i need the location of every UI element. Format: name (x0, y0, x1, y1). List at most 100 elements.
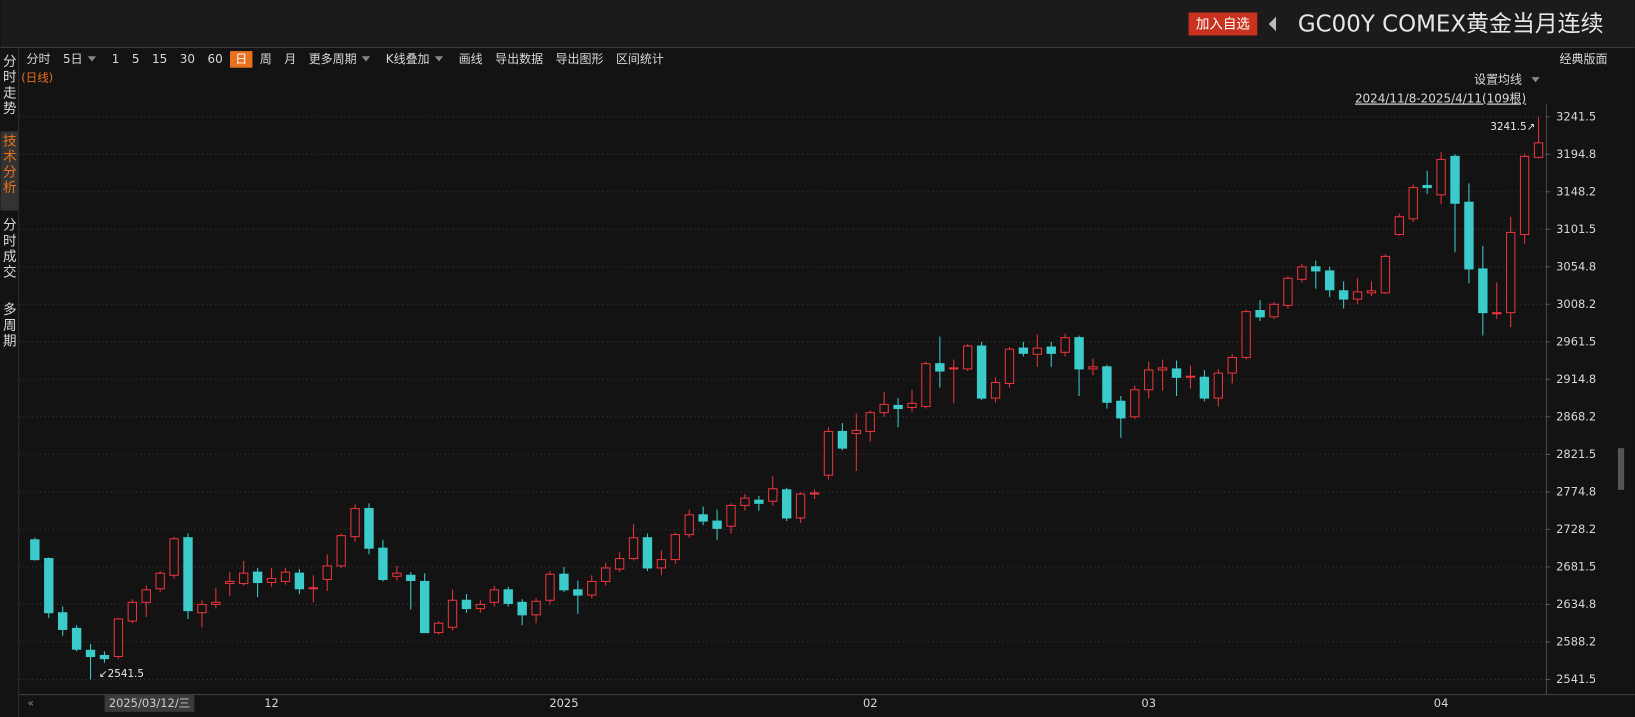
scroll-left[interactable]: « (28, 697, 34, 709)
toolbar-item[interactable]: 更多周期 (309, 52, 357, 66)
candle-body (851, 429, 861, 435)
ma-dropdown[interactable] (1531, 77, 1540, 83)
candle-body (58, 612, 68, 630)
candle-body (782, 489, 792, 519)
candle-body (1088, 366, 1098, 370)
range-info: 2024/11/8-2025/4/11(109根) (1355, 92, 1526, 106)
candle-body (252, 571, 263, 584)
candle-body (1171, 368, 1182, 378)
candle-body (893, 404, 903, 410)
extreme-label: 3241.5↗ (1490, 121, 1535, 133)
y-tick-label: 2868.2 (1556, 409, 1596, 423)
y-tick-label: 3008.2 (1556, 297, 1596, 311)
candle-body (1422, 184, 1432, 189)
toolbar-item[interactable]: 导出图形 (556, 52, 604, 66)
candle-body (183, 537, 193, 612)
x-tick-label: 2025 (549, 696, 578, 710)
candle-body (336, 535, 346, 567)
side-tab[interactable]: 分时走势 (0, 54, 17, 117)
watchlist-label[interactable]: 加入自选 (1196, 16, 1251, 32)
candle-body (837, 430, 848, 449)
toolbar-item[interactable]: 月 (284, 52, 296, 66)
candle-body (1450, 155, 1460, 204)
candle-body (294, 572, 305, 590)
toolbar-item[interactable]: 区间统计 (616, 52, 664, 66)
candle-body (85, 649, 96, 658)
toolbar-item[interactable]: K线叠加 (386, 52, 430, 66)
toolbar-item[interactable]: 15 (152, 52, 167, 66)
toolbar-active[interactable] (230, 51, 253, 68)
candle-body (573, 589, 583, 596)
candle-body (392, 572, 402, 577)
toolbar-dropdown[interactable] (87, 56, 97, 62)
candle-body (754, 499, 764, 504)
candle-body (1157, 367, 1168, 371)
side-tab[interactable]: 分时成交 (0, 218, 17, 281)
candle-body (628, 537, 639, 560)
layout-button[interactable]: 经典版面 (1560, 52, 1608, 66)
candle-body (1408, 187, 1418, 220)
back-arrow[interactable] (1268, 16, 1277, 32)
side-tab-active[interactable] (0, 131, 19, 211)
candle-body (308, 587, 318, 590)
toolbar-item[interactable]: 5日 (63, 52, 83, 66)
candle-body (489, 589, 499, 603)
candle-body (768, 488, 778, 502)
toolbar-item[interactable]: 画线 (459, 52, 483, 66)
candle-body (141, 589, 151, 603)
candle-body (1116, 400, 1126, 419)
candle-body (461, 599, 472, 610)
candle-body (475, 603, 486, 610)
candle-body (1492, 312, 1502, 315)
toolbar: 分时 5日 1 5 15 30 60 日周月更多周期 K线叠加 画线 导出数据 导出图形 区间统计 (27, 51, 664, 68)
scroll-handle[interactable] (1617, 448, 1625, 490)
toolbar-item[interactable]: 日 (235, 52, 247, 66)
toolbar-item[interactable]: 30 (180, 52, 195, 66)
candle-body (420, 580, 430, 634)
candle-body (1269, 303, 1279, 318)
toolbar-item[interactable]: 导出数据 (495, 51, 543, 66)
candle-body (963, 345, 973, 370)
candle-body (670, 534, 680, 561)
side-tab[interactable]: 多周期 (0, 301, 17, 349)
candle-body (976, 345, 987, 399)
candle-body (907, 402, 917, 409)
x-tick-label: 04 (1434, 696, 1449, 710)
y-tick-label: 2634.8 (1556, 597, 1596, 611)
ma-settings[interactable]: 设置均线 (1474, 73, 1522, 87)
candle-body (197, 603, 207, 614)
candle-body (1255, 310, 1265, 318)
y-tick-label: 2728.2 (1556, 522, 1596, 536)
candle-body (684, 514, 694, 536)
candle-body (239, 572, 249, 585)
candle-body (1004, 348, 1015, 384)
candle-body (1297, 266, 1307, 280)
y-tick-label: 2821.5 (1556, 447, 1596, 461)
watchlist-button[interactable] (1188, 12, 1258, 36)
candle-body (364, 508, 374, 549)
candle-body (614, 558, 625, 570)
toolbar-item[interactable]: 分时 (27, 52, 51, 66)
candle-body (879, 403, 889, 414)
extreme-label: ↙2541.5 (99, 668, 144, 680)
candle-body (1060, 337, 1070, 353)
candle-body (99, 654, 110, 660)
toolbar-dropdown[interactable] (361, 56, 371, 62)
side-tab[interactable]: 技术分析 (0, 133, 17, 196)
toolbar-item[interactable]: 5 (132, 52, 140, 66)
candle-body (1394, 216, 1405, 236)
toolbar-item[interactable]: 60 (207, 52, 222, 66)
toolbar-item[interactable]: 1 (112, 52, 120, 66)
candle-body (740, 497, 750, 506)
candle-body (1325, 270, 1335, 291)
candle-body (1352, 291, 1363, 300)
toolbar-dropdown[interactable] (434, 56, 444, 62)
candle-body (990, 381, 1001, 399)
candle-body (601, 567, 611, 582)
toolbar-item[interactable]: 周 (260, 52, 272, 66)
candle-body (949, 367, 959, 370)
candle-body (1144, 369, 1154, 391)
candle-body (1130, 389, 1140, 418)
